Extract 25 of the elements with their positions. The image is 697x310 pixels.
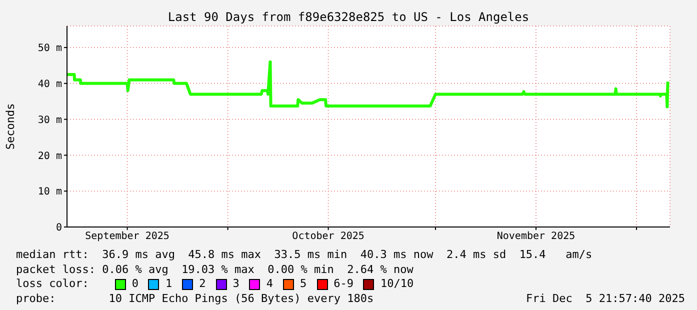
legend-label: 10/10: [380, 277, 414, 292]
x-tick-label: November 2025: [496, 231, 576, 242]
legend-label: 0: [132, 277, 138, 292]
y-axis-title: Seconds: [4, 103, 17, 150]
y-tick-label: 20 m: [38, 150, 62, 162]
legend-label: 5: [300, 277, 307, 292]
y-tick-label: 30 m: [38, 114, 62, 126]
legend-label: 2: [199, 277, 206, 292]
y-tick-label: 10 m: [38, 186, 62, 198]
legend-label: 6-9: [334, 277, 354, 292]
text: packet loss: 0.06 % avg 19.03 % max 0.00 % min 2.64 % now: [16, 262, 414, 277]
legend-label: 4: [266, 277, 273, 292]
x-tick-label: September 2025: [85, 231, 170, 242]
y-tick-label: 50 m: [38, 43, 62, 54]
legend-label: 1: [165, 277, 172, 292]
legend-label: 3: [232, 277, 240, 292]
line-series: [67, 60, 670, 108]
text: probe: 10 ICMP Echo Pings (56 Bytes) every 180s: [16, 292, 374, 304]
y-tick-label: 0: [56, 222, 62, 234]
text: median rtt: 36.9 ms avg 45.8 ms max 33.5 ms min 40.3 ms now 2.4 ms sd 15.4 am/s: [16, 248, 592, 262]
x-tick-label: October 2025: [292, 231, 364, 242]
legend-title: loss color:: [16, 277, 89, 292]
text: Fri Dec 5 21:57:40 2025: [526, 292, 685, 304]
y-tick-label: 40 m: [38, 78, 62, 90]
chart-title: Last 90 Days from f89e6328e825 to US - Los Angeles: [166, 10, 530, 24]
